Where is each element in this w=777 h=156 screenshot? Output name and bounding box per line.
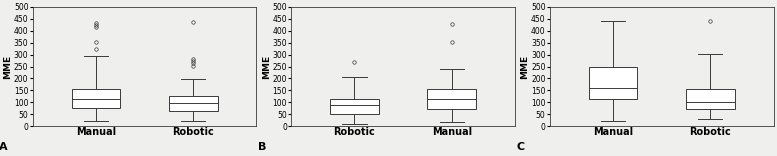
Text: B: B — [258, 142, 266, 152]
PathPatch shape — [169, 96, 218, 111]
PathPatch shape — [330, 99, 378, 114]
Y-axis label: MME: MME — [262, 54, 271, 79]
PathPatch shape — [686, 89, 734, 109]
PathPatch shape — [427, 89, 476, 109]
Y-axis label: MME: MME — [3, 54, 12, 79]
Text: C: C — [516, 142, 524, 152]
Y-axis label: MME: MME — [521, 54, 530, 79]
Text: A: A — [0, 142, 8, 152]
PathPatch shape — [589, 67, 637, 99]
PathPatch shape — [71, 89, 120, 107]
